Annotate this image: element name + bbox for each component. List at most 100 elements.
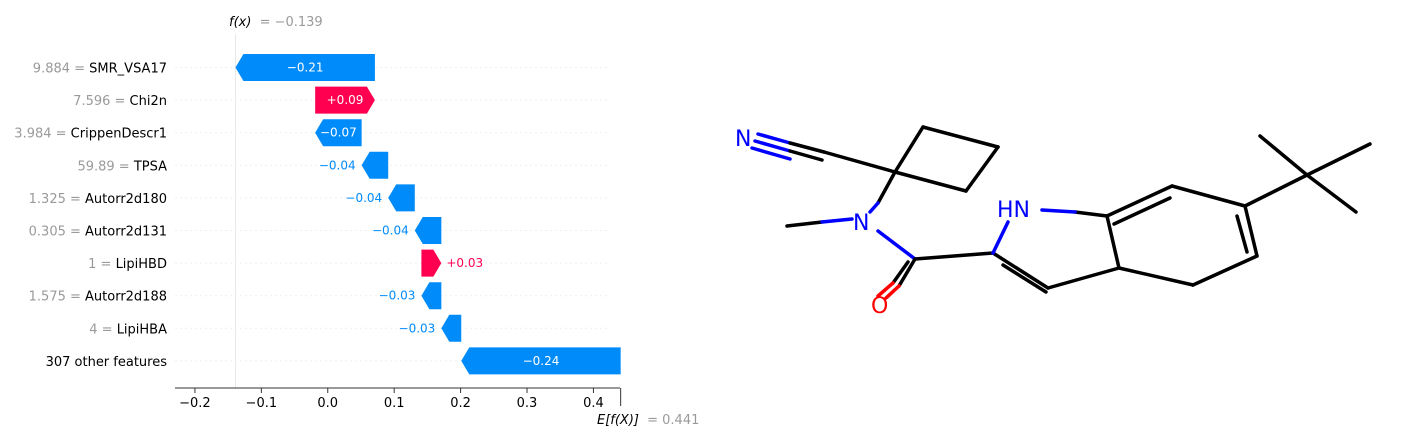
shap-value-label: −0.03: [379, 289, 416, 303]
feature-value: 9.884 =: [33, 62, 89, 77]
shap-bar: [461, 347, 621, 375]
bond: [876, 170, 897, 205]
bond: [991, 220, 1010, 255]
bonds: [785, 125, 1372, 294]
feature-label: 1 = LipiHBD: [88, 257, 167, 272]
shap-value-label: −0.03: [399, 321, 436, 335]
feature-name: 307 other features: [46, 355, 168, 370]
bond: [913, 251, 995, 261]
shap-value-label: −0.21: [287, 61, 324, 75]
shap-bar: [414, 217, 442, 244]
bond: [921, 125, 1000, 149]
feature-label: 3.984 = CrippenDescr1: [14, 127, 167, 142]
bond: [876, 281, 895, 298]
fx-annotation: f(x) = −0.139: [229, 15, 323, 30]
bond: [753, 139, 792, 153]
bond: [1235, 214, 1249, 254]
feature-rows: 9.884 = SMR_VSA17 7.596 = Chi2n 3.984 = Cr…: [14, 34, 610, 388]
bond: [1046, 266, 1121, 290]
shap-value-label: +0.09: [327, 93, 364, 107]
feature-value: 7.596 =: [73, 94, 129, 109]
bond: [893, 170, 968, 193]
feature-label: 4 = LipiHBA: [89, 322, 167, 337]
indole-nh-label: HN: [997, 198, 1030, 223]
feature-label: 9.884 = SMR_VSA17: [33, 62, 167, 77]
x-tick-label: −0.1: [246, 396, 278, 411]
shap-value-label: −0.04: [372, 224, 409, 238]
feature-value: 3.984 =: [14, 127, 70, 142]
bond: [884, 284, 901, 300]
ex-label: E[f(X)]: [597, 413, 639, 428]
shap-bar: [441, 314, 462, 342]
feature-name: TPSA: [133, 159, 167, 174]
bond: [893, 125, 925, 174]
shap-bar: [315, 86, 375, 114]
feature-name: CrippenDescr1: [71, 127, 167, 142]
bars: −0.21 +0.09 −0.07 −0.04 −0.04 −0.04 +0.03 −0.03…: [235, 54, 621, 375]
feature-name: Autorr2d131: [85, 225, 167, 240]
shap-value-label: +0.03: [446, 256, 483, 270]
feature-label: 307 other features: [46, 355, 168, 370]
shap-bar: [315, 119, 362, 147]
feature-value: 1.575 =: [29, 290, 85, 305]
x-tick-label: 0.3: [517, 396, 538, 411]
bond: [1305, 173, 1358, 214]
x-tick-label: 0.4: [583, 396, 604, 411]
bond: [1191, 254, 1259, 287]
shap-bar: [421, 282, 442, 310]
bond: [1243, 204, 1259, 258]
x-tick-label: 0.2: [450, 396, 471, 411]
shap-value-label: −0.04: [319, 158, 356, 172]
bond: [1105, 184, 1174, 218]
feature-name: Chi2n: [130, 94, 167, 109]
shap-value-label: −0.04: [345, 191, 382, 205]
ex-value: = 0.441: [647, 413, 699, 428]
feature-label: 0.305 = Autorr2d131: [29, 225, 167, 240]
shap-bar: [388, 184, 415, 212]
shap-bar: [235, 54, 375, 81]
bond: [785, 220, 824, 228]
feature-value: 59.89 =: [77, 159, 133, 174]
feature-label: 59.89 = TPSA: [77, 159, 167, 174]
bond: [897, 257, 917, 288]
bond: [1105, 214, 1121, 270]
bond: [750, 146, 792, 161]
bond: [1243, 173, 1309, 208]
bond: [1040, 208, 1077, 214]
bond: [756, 132, 792, 145]
bond: [1073, 210, 1109, 218]
bond: [991, 251, 1050, 290]
bond: [1117, 266, 1195, 287]
feature-name: Autorr2d188: [85, 290, 167, 305]
shap-value-label: −0.07: [320, 126, 357, 140]
feature-value: 1 =: [88, 257, 115, 272]
feature-label: 1.325 = Autorr2d180: [29, 192, 167, 207]
feature-name: Autorr2d180: [85, 192, 167, 207]
nitrile-nitrogen-label: N: [735, 127, 751, 152]
feature-name: LipiHBD: [116, 257, 167, 272]
amide-nitrogen-label: N: [853, 211, 869, 236]
x-tick-label: 0.1: [384, 396, 405, 411]
carbonyl-oxygen-label: O: [871, 294, 888, 319]
bond: [1258, 134, 1309, 177]
bond: [1112, 196, 1172, 226]
fx-label: f(x): [229, 15, 251, 30]
shap-bar: [421, 249, 442, 277]
feature-value: 0.305 =: [29, 225, 85, 240]
molecule-structure: N N HN O: [735, 125, 1372, 319]
x-tick-label: 0.0: [317, 396, 338, 411]
feature-value: 4 =: [89, 322, 116, 337]
feature-label: 7.596 = Chi2n: [73, 94, 167, 109]
shap-bar: [361, 151, 389, 179]
ex-annotation: E[f(X)] = 0.441: [597, 413, 699, 428]
feature-value: 1.325 =: [29, 192, 85, 207]
shap-value-label: −0.24: [523, 354, 560, 368]
bond: [964, 145, 1000, 193]
hetero-bonds: [750, 132, 1077, 300]
bond: [1305, 142, 1372, 177]
x-axis: −0.2 −0.1 0.0 0.1 0.2 0.3 0.4: [175, 387, 622, 411]
shap-waterfall-chart: f(x) = −0.139 9.884 = SMR_VSA17 7.596 = C…: [14, 15, 699, 428]
fx-value: = −0.139: [260, 15, 323, 30]
bond: [868, 201, 880, 214]
